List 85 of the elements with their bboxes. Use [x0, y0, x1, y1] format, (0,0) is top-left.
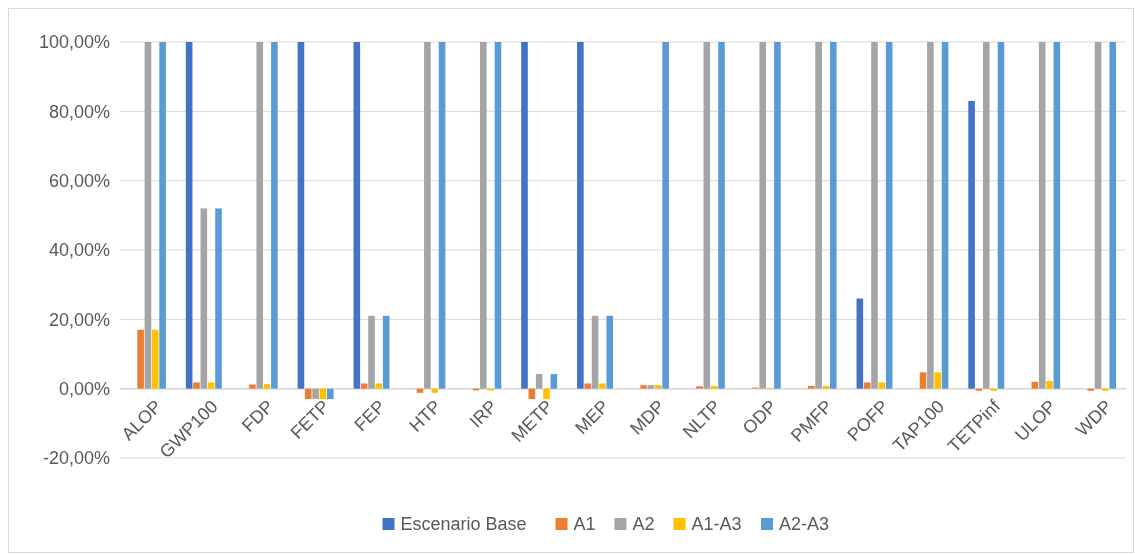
bar — [151, 329, 159, 389]
bar — [640, 385, 647, 389]
bar — [360, 383, 368, 389]
bar — [263, 384, 271, 389]
bar — [774, 42, 781, 389]
y-tick-label: 80,00% — [48, 101, 110, 122]
bar — [997, 42, 1005, 389]
bar — [144, 42, 152, 389]
bar — [919, 372, 927, 389]
bar — [934, 372, 942, 389]
bar — [304, 388, 312, 400]
bar — [326, 388, 334, 400]
bar — [431, 388, 439, 393]
bar — [215, 208, 222, 389]
bar — [807, 385, 815, 389]
legend-label: A2-A3 — [779, 514, 830, 535]
bar — [927, 42, 934, 389]
bar — [1102, 388, 1109, 391]
bar — [207, 382, 215, 389]
x-tick-label: IRP — [465, 396, 502, 432]
legend-label: A1-A3 — [691, 514, 742, 535]
bar — [297, 42, 305, 389]
bar — [878, 382, 886, 389]
bar — [271, 42, 278, 389]
bar — [1094, 42, 1102, 389]
legend-label: Escenario Base — [400, 514, 527, 535]
bar — [577, 42, 584, 389]
bar — [822, 385, 830, 389]
bar — [375, 383, 383, 389]
bar — [1046, 381, 1053, 389]
bar — [710, 385, 718, 389]
bar — [368, 315, 375, 389]
bar — [703, 42, 711, 389]
bar — [1053, 42, 1061, 389]
bar — [591, 315, 599, 389]
bar — [696, 386, 703, 389]
bar — [647, 385, 655, 389]
bar — [885, 42, 893, 389]
bar — [815, 42, 822, 389]
bar — [479, 42, 487, 389]
bar — [1109, 42, 1117, 389]
legend-label: A1 — [573, 514, 596, 535]
bar — [438, 42, 446, 389]
y-tick-label: 0,00% — [58, 378, 110, 399]
bar — [982, 42, 990, 389]
bar — [382, 315, 390, 389]
y-tick-label: 100,00% — [38, 32, 110, 53]
bar — [424, 42, 431, 389]
bar — [606, 315, 614, 389]
bar — [353, 42, 361, 389]
bar — [990, 388, 997, 391]
y-tick-label: 20,00% — [48, 309, 110, 330]
bar — [1038, 42, 1046, 389]
bar — [584, 383, 592, 389]
bar — [543, 388, 550, 400]
bar — [137, 329, 144, 389]
bar — [193, 382, 200, 389]
bar — [941, 42, 949, 389]
y-tick-label: -20,00% — [42, 448, 110, 469]
bar — [856, 298, 864, 389]
bar — [494, 42, 502, 389]
bar — [200, 208, 208, 389]
x-tick-label: FEP — [350, 396, 390, 436]
bar — [829, 42, 837, 389]
bar — [256, 42, 264, 389]
bar — [185, 42, 193, 389]
bar — [718, 42, 725, 389]
bar — [654, 385, 662, 389]
bar — [521, 42, 528, 389]
bar — [159, 42, 166, 389]
bar — [662, 42, 669, 389]
bar — [871, 42, 878, 389]
bar — [249, 384, 256, 389]
bar — [599, 383, 606, 389]
y-tick-label: 60,00% — [48, 170, 110, 191]
bar — [1087, 388, 1095, 391]
y-tick-label: 40,00% — [48, 240, 110, 261]
bar — [863, 382, 871, 389]
bar — [1031, 381, 1039, 389]
bar — [550, 374, 558, 389]
bar — [535, 374, 543, 389]
legend-label: A2 — [632, 514, 655, 535]
bar — [312, 388, 319, 400]
bar — [759, 42, 767, 389]
bar — [968, 100, 975, 389]
